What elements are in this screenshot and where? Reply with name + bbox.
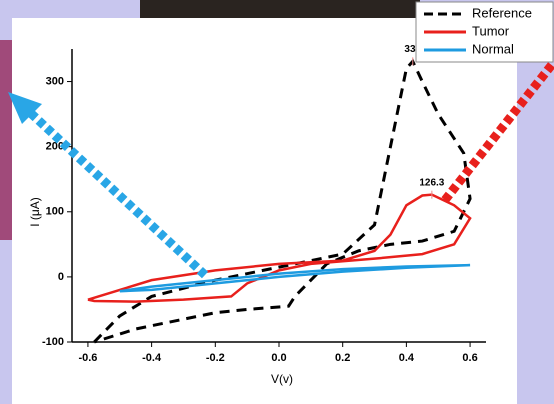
tissue-image: [0, 40, 12, 240]
x-axis-label: V(v): [271, 372, 293, 386]
x-tick-label: -0.4: [142, 352, 162, 364]
blue-arrowhead: [8, 92, 42, 124]
red-arrow: [441, 59, 554, 203]
x-tick-label: 0.2: [335, 352, 350, 364]
y-tick-label: 100: [46, 206, 64, 218]
y-axis-label: I (μA): [28, 197, 42, 227]
x-tick-label: 0.6: [462, 352, 477, 364]
series-line: [93, 58, 472, 344]
blue-arrow: [18, 101, 209, 279]
x-tick-label: 0.4: [399, 352, 415, 364]
series-line: [87, 193, 472, 303]
y-tick-label: -100: [42, 336, 64, 348]
x-tick-label: 0.0: [271, 352, 286, 364]
photo-strip: [140, 0, 420, 18]
legend-label: Normal: [472, 41, 514, 56]
x-tick-label: -0.6: [78, 352, 97, 364]
y-tick-label: 300: [46, 75, 64, 87]
legend-label: Reference: [472, 5, 532, 20]
legend-label: Tumor: [472, 23, 510, 38]
series-line: [119, 263, 471, 293]
x-tick-label: -0.2: [206, 352, 225, 364]
y-tick-label: 0: [58, 271, 64, 283]
peak-label: 126.3: [419, 177, 444, 188]
peak-label: 331: [404, 44, 421, 55]
y-tick-label: 200: [46, 141, 64, 153]
